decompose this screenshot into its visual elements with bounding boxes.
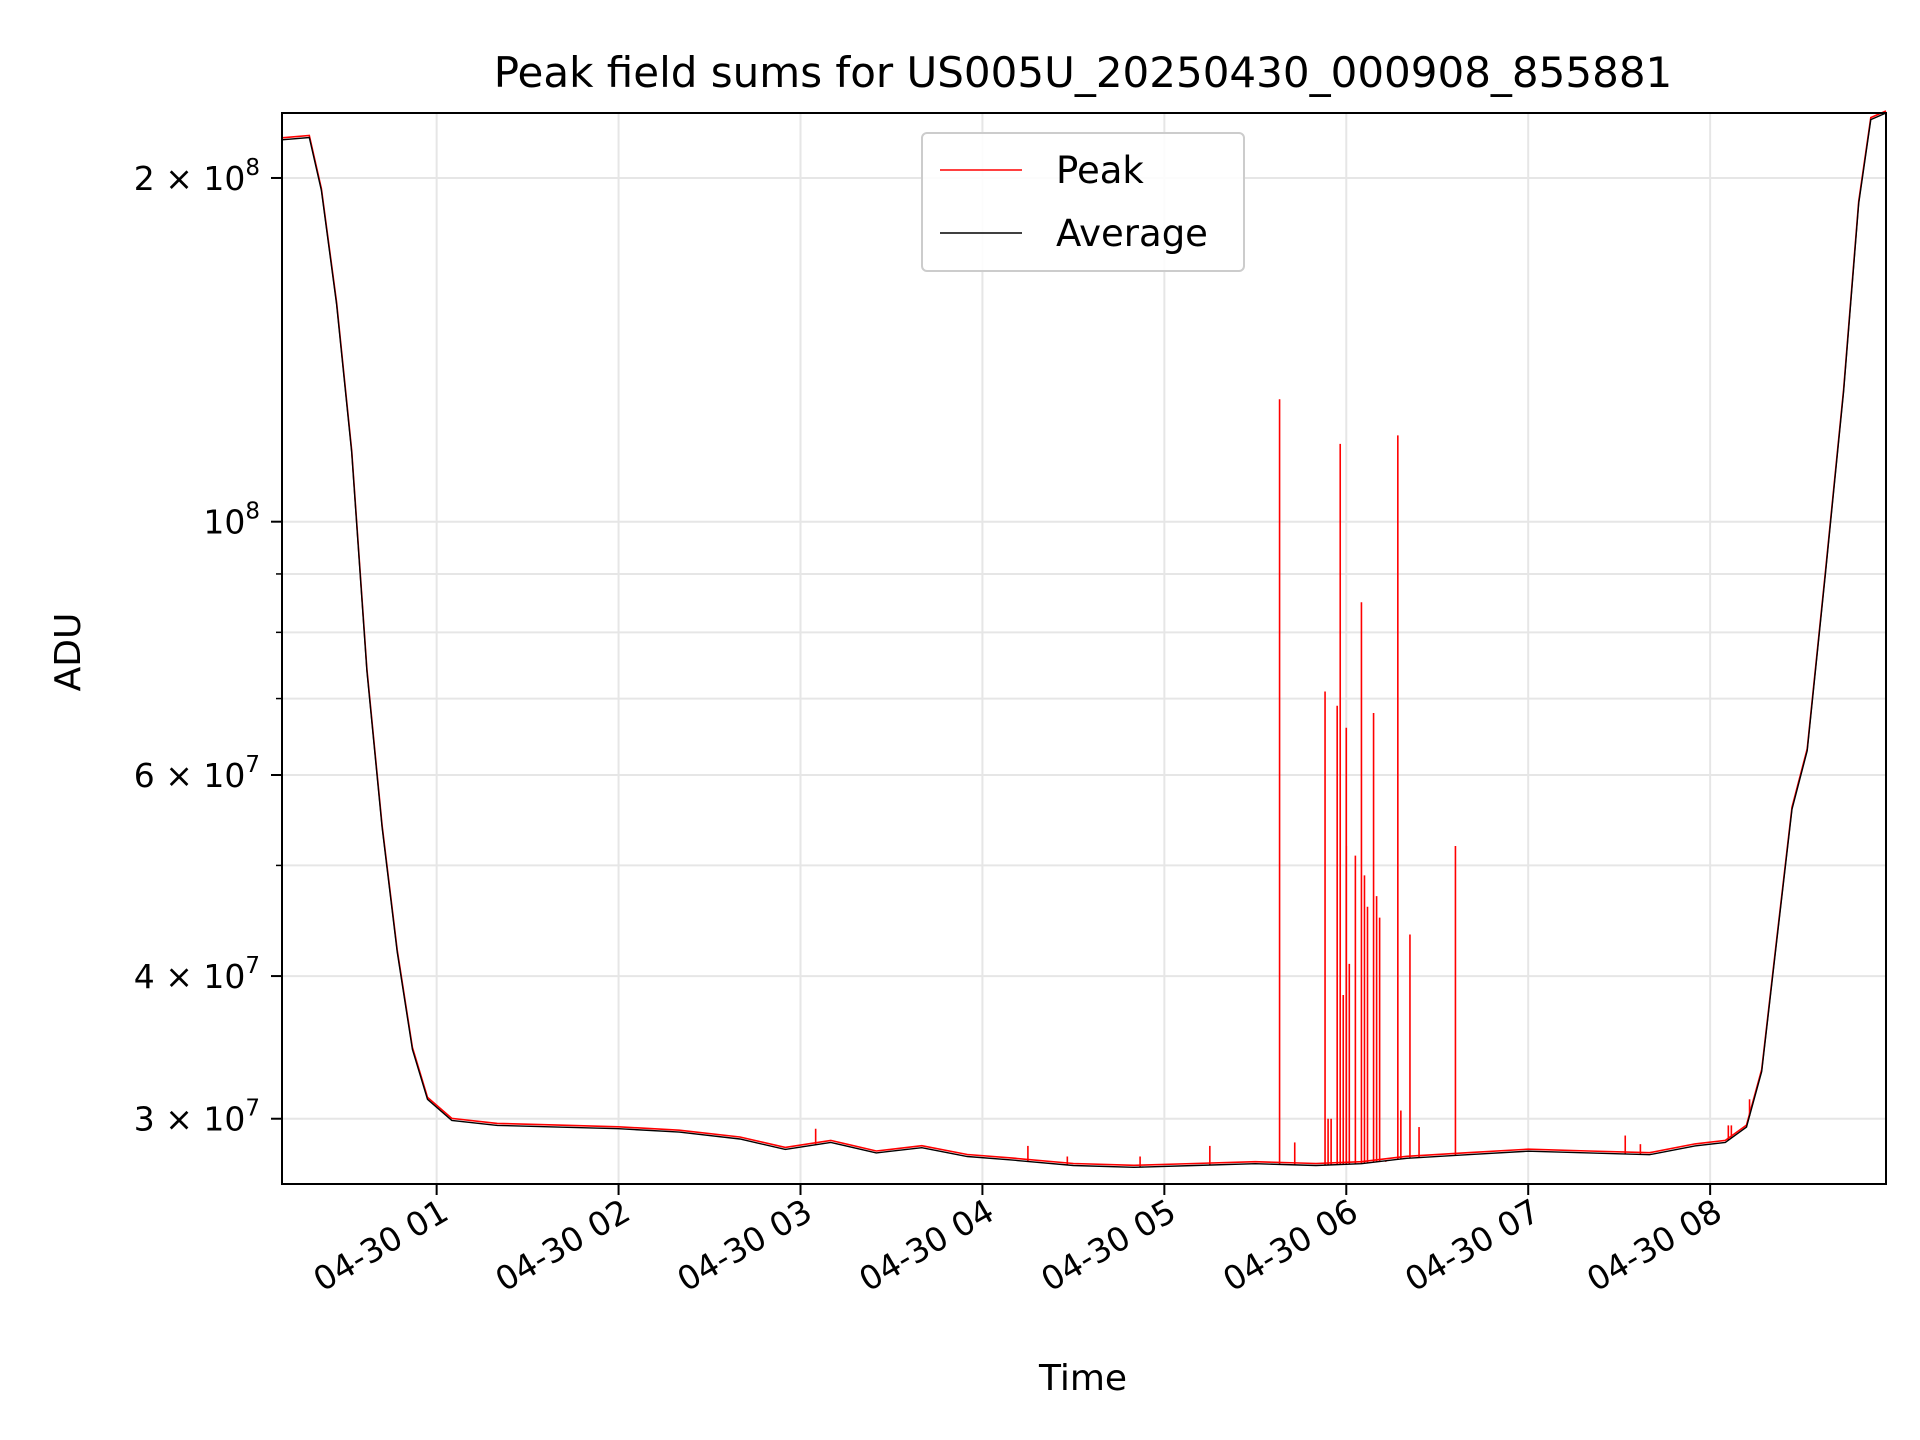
grid bbox=[282, 113, 1886, 1184]
y-tick-label: 108 bbox=[203, 499, 260, 542]
average-series-line bbox=[281, 112, 1887, 1169]
y-axis-label: ADU bbox=[48, 613, 89, 692]
y-tick-label: 6 × 107 bbox=[134, 752, 260, 795]
axes-frame bbox=[281, 112, 1887, 1185]
chart-title: Peak field sums for US005U_20250430_0009… bbox=[494, 48, 1673, 97]
y-tick-label: 3 × 107 bbox=[134, 1096, 260, 1139]
y-tick-label: 4 × 107 bbox=[134, 953, 260, 996]
x-axis-label: Time bbox=[1038, 1358, 1127, 1399]
legend-label: Average bbox=[1056, 212, 1208, 255]
plot-area bbox=[281, 110, 1887, 1169]
y-tick-label: 2 × 108 bbox=[134, 155, 260, 198]
legend: Peak Average bbox=[921, 132, 1245, 272]
legend-label: Peak bbox=[1056, 149, 1144, 192]
legend-box bbox=[921, 132, 1245, 272]
